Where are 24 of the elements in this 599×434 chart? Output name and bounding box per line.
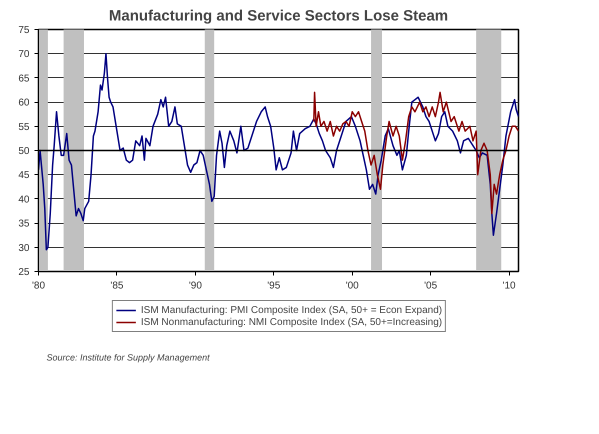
x-tick-label: '90 (188, 280, 202, 292)
y-tick-label: 75 (18, 25, 30, 36)
y-tick-label: 70 (18, 49, 30, 60)
y-tick-label: 65 (18, 73, 30, 84)
legend-label: ISM Manufacturing: PMI Composite Index (SA, 50+ = Econ Expand) (140, 304, 442, 316)
source-note: Source: Institute for Supply Management (46, 352, 210, 362)
y-tick-label: 35 (18, 218, 30, 230)
y-tick-label: 55 (18, 122, 30, 133)
y-tick-label: 25 (18, 267, 30, 278)
x-tick-label: '00 (346, 280, 360, 292)
x-tick-label: '80 (32, 280, 46, 292)
line-series (313, 92, 518, 214)
x-tick-label: '10 (502, 280, 516, 292)
x-tick-label: '95 (267, 280, 281, 292)
line-series (38, 52, 518, 250)
y-tick-label: 45 (18, 170, 30, 182)
x-tick-label: '05 (424, 280, 438, 292)
y-tick-label: 40 (18, 194, 30, 206)
legend-label: ISM Nonmanufacturing: NMI Composite Index (SA, 50+=Increasing) (140, 316, 442, 328)
y-tick-label: 30 (18, 242, 30, 254)
chart-title: Manufacturing and Service Sectors Lose Steam (108, 8, 448, 24)
y-tick-label: 50 (18, 146, 30, 157)
x-tick-label: '85 (110, 280, 124, 292)
y-tick-label: 60 (18, 98, 30, 109)
